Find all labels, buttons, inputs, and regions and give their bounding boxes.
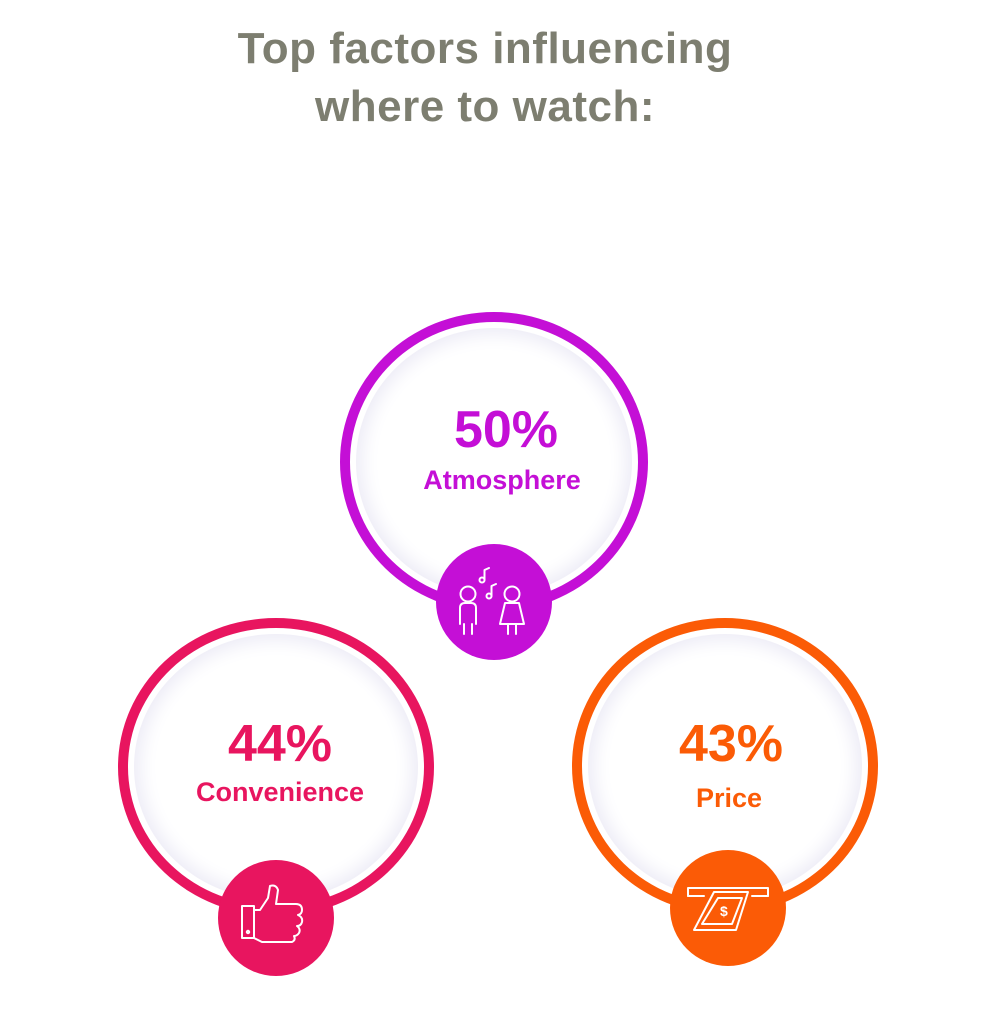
factor-convenience: 44% Convenience	[118, 618, 434, 978]
thumbs-up-icon	[218, 860, 334, 976]
factor-percentage: 43%	[678, 715, 784, 773]
people-music-icon	[436, 544, 552, 660]
factor-label: Price	[695, 783, 763, 813]
factor-label: Convenience	[195, 777, 365, 807]
title-line-1: Top factors influencing	[237, 24, 733, 73]
title-line-2: where to watch:	[315, 82, 655, 131]
page-title: Top factors influencing where to watch:	[0, 20, 970, 136]
svg-text:$: $	[720, 903, 728, 919]
factor-price: 43% Price $	[572, 618, 878, 970]
factor-percentage: 44%	[227, 715, 333, 773]
cash-icon: $	[670, 850, 786, 966]
factor-label: Atmosphere	[423, 465, 581, 495]
factor-atmosphere: 50% Atmosphere	[340, 312, 648, 662]
factor-percentage: 50%	[453, 401, 559, 459]
